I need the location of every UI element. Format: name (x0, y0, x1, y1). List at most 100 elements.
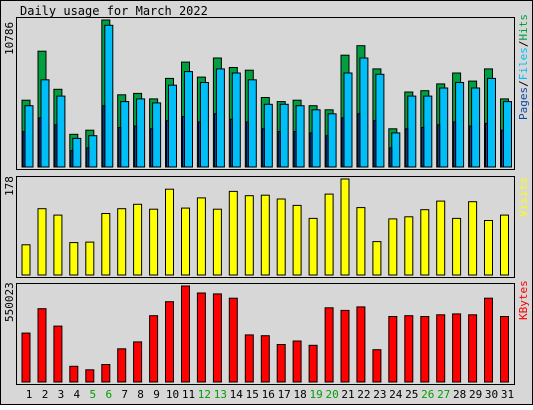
legend-pages: Pages (517, 87, 530, 120)
x-tick-label: 4 (73, 388, 80, 401)
files-bar (279, 103, 289, 168)
visits-bar (117, 208, 127, 276)
kbytes-bar (468, 314, 478, 383)
kbytes-bar (212, 293, 222, 383)
pages-bar (373, 120, 377, 168)
files-bar (24, 105, 34, 168)
files-bar (56, 95, 66, 168)
pages-bar (357, 113, 361, 168)
visits-bar (212, 208, 222, 276)
kbytes-bar (388, 316, 398, 383)
pages-bar (389, 147, 393, 168)
x-tick-label: 14 (230, 388, 244, 401)
pages-bar (437, 124, 441, 168)
x-tick-label: 11 (182, 388, 195, 401)
files-bar (455, 82, 465, 168)
pages-bar (277, 131, 281, 168)
kbytes-bar (436, 314, 446, 383)
pages-bar (102, 105, 106, 168)
visits-bar (85, 241, 95, 276)
files-bar (184, 71, 193, 168)
visits-bar (436, 200, 446, 276)
pages-bar (261, 128, 265, 168)
x-axis-day-labels: 1 2 3 4 5 6 7 8 9 10 11 12 13 14 15 16 17 18 19 20 21 22 23 24 2… (26, 388, 514, 401)
x-tick-label: 3 (58, 388, 65, 401)
x-tick-label: 12 (198, 388, 211, 401)
x-tick-label: 22 (357, 388, 370, 401)
files-bar (471, 87, 481, 168)
hits-ymax-label: 10786 (3, 22, 16, 55)
pages-bar (453, 121, 457, 168)
kbytes-bar (308, 344, 318, 383)
pages-bar (405, 128, 409, 168)
kbytes-bar (356, 306, 366, 383)
kbytes-bar (452, 313, 462, 383)
kbytes-bar (276, 344, 286, 383)
kbytes-bar (404, 315, 414, 383)
pages-bar (501, 129, 504, 168)
kbytes-bar (37, 308, 47, 383)
kbytes-bar (420, 316, 430, 383)
visits-bar (356, 207, 366, 276)
bars-layer (21, 19, 512, 383)
pages-bar (197, 121, 201, 168)
pages-bar (469, 125, 473, 168)
visits-bar (420, 209, 430, 276)
visits-bar (181, 207, 190, 276)
kbytes-bar (53, 325, 63, 383)
files-bar (152, 102, 162, 168)
visits-bar (37, 208, 47, 276)
x-tick-label: 18 (293, 388, 306, 401)
visits-bar (260, 194, 270, 276)
files-bar (391, 132, 401, 168)
legend-visits: Visits (517, 177, 530, 217)
files-bar (120, 101, 130, 168)
pages-bar (166, 120, 169, 168)
pages-bar (134, 125, 138, 168)
pages-bar (341, 117, 345, 168)
kbytes-bar (149, 315, 159, 383)
x-tick-label: 5 (89, 388, 96, 401)
visits-bar (149, 208, 159, 276)
pages-bar (213, 113, 217, 168)
x-tick-label: 13 (214, 388, 227, 401)
kbytes-bar (324, 307, 334, 383)
x-tick-label: 31 (501, 388, 514, 401)
visits-bar (500, 214, 509, 276)
visits-bar (340, 178, 350, 276)
files-bar (136, 98, 146, 168)
legend-pages-files-hits: Pages/Files/Hits (517, 14, 530, 120)
x-tick-label: 2 (42, 388, 49, 401)
visits-bar (228, 190, 238, 276)
x-tick-label: 23 (373, 388, 386, 401)
kbytes-bar (117, 348, 127, 383)
kbytes-bar (101, 364, 111, 383)
x-tick-label: 9 (153, 388, 160, 401)
x-tick-label: 20 (325, 388, 338, 401)
visits-bar (452, 217, 462, 276)
visits-bar (53, 214, 63, 276)
pages-bar (22, 131, 26, 168)
kbytes-bar (196, 292, 206, 383)
legend-sep-2: / (517, 41, 530, 48)
kbytes-bar (244, 334, 254, 383)
visits-bar (372, 241, 382, 276)
x-tick-label: 29 (469, 388, 482, 401)
files-bar (295, 105, 305, 168)
kbytes-bar (292, 340, 302, 383)
kbytes-bar (133, 341, 143, 383)
visits-bar (484, 220, 493, 276)
x-tick-label: 17 (278, 388, 291, 401)
visits-ymax-label: 178 (3, 176, 16, 196)
files-bar (104, 24, 114, 168)
legend-kbytes: KBytes (517, 280, 530, 320)
files-bar (40, 79, 50, 168)
pages-bar (54, 124, 58, 168)
chart-title: Daily usage for March 2022 (20, 4, 208, 18)
panel-kbytes-frame (16, 283, 515, 385)
files-bar (311, 109, 321, 168)
legend-files: Files (517, 47, 530, 80)
kbytes-ymax-label: 550023 (3, 282, 16, 322)
